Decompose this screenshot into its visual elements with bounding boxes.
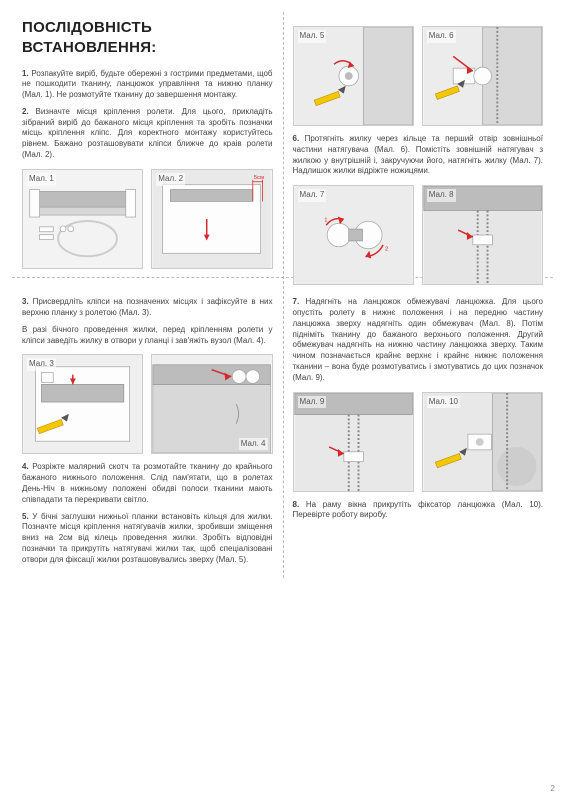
figure-10: Мал. 10 [422,392,543,492]
figure-label: Мал. 10 [427,396,460,409]
step-6: 6. Протягніть жилку через кільце та перш… [293,134,544,177]
figure-label: Мал. 5 [298,30,327,43]
page-number: 2 [551,784,555,793]
step-2: 2. Визначте місця кріплення ролети. Для … [22,107,273,161]
figure-label: Мал. 4 [239,438,268,451]
figure-label: Мал. 8 [427,189,456,202]
quadrant-top-left: ПОСЛІДОВНІСТЬ ВСТАНОВЛЕННЯ: 1. Розпакуйт… [12,12,283,291]
figure-label: Мал. 2 [156,173,185,186]
vertical-divider [283,12,284,578]
figure-1: Мал. 1 [22,169,143,269]
quadrant-top-right: Мал. 5 Мал. 6 [283,12,554,291]
figure-8: Мал. 8 [422,185,543,285]
figure-label: Мал. 1 [27,173,56,186]
figure-label: Мал. 7 [298,189,327,202]
svg-text:2: 2 [384,247,387,253]
quadrant-bottom-left: 3. Присвердліть кліпси на позначених міс… [12,291,283,577]
figure-label: Мал. 9 [298,396,327,409]
page-title: ПОСЛІДОВНІСТЬ ВСТАНОВЛЕННЯ: [22,18,273,59]
figure-label: Мал. 6 [427,30,456,43]
svg-text:5см: 5см [254,175,264,181]
figure-7: Мал. 7 1 2 [293,185,414,285]
figure-2: Мал. 2 5см [151,169,272,269]
figure-9: Мал. 9 [293,392,414,492]
figure-label: Мал. 3 [27,358,56,371]
figure-4: Мал. 4 [151,354,272,454]
step-8: 8. На раму вікна прикрутіть фіксатор лан… [293,500,544,522]
step-3-sub: В разі бічного проведення жилки, перед к… [22,325,273,347]
step-1: 1. Розпакуйте виріб, будьте обережні з г… [22,69,273,101]
step-5: 5. У бічні заглушки нижньої планки встан… [22,512,273,566]
quadrant-bottom-right: 7. Надягніть на ланцюжок обмежувачі ланц… [283,291,554,577]
figure-3: Мал. 3 [22,354,143,454]
step-3: 3. Присвердліть кліпси на позначених міс… [22,297,273,319]
step-7: 7. Надягніть на ланцюжок обмежувачі ланц… [293,297,544,383]
svg-text:1: 1 [324,217,327,223]
figure-6: Мал. 6 [422,26,543,126]
figure-5: Мал. 5 [293,26,414,126]
step-4: 4. Розріжте малярний скотч та розмотайте… [22,462,273,505]
